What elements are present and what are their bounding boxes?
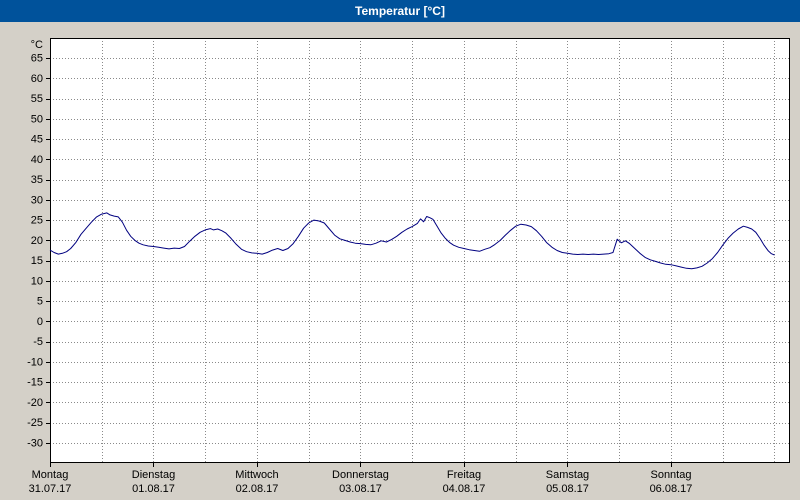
x-date-label: 05.08.17 bbox=[546, 483, 589, 495]
y-tick-label: 10 bbox=[31, 275, 43, 287]
y-tick-label: 45 bbox=[31, 134, 43, 146]
y-tick-label: 60 bbox=[31, 73, 43, 85]
y-tick-label: -30 bbox=[27, 437, 43, 449]
temperature-line bbox=[49, 212, 775, 270]
y-tick-label: 15 bbox=[31, 255, 43, 267]
x-date-label: 03.08.17 bbox=[339, 483, 382, 495]
x-date-label: 06.08.17 bbox=[650, 483, 693, 495]
x-day-label: Freitag bbox=[447, 469, 481, 481]
x-date-label: 31.07.17 bbox=[29, 483, 72, 495]
x-day-label: Dienstag bbox=[132, 469, 175, 481]
x-date-label: 02.08.17 bbox=[236, 483, 279, 495]
y-tick-label: -15 bbox=[27, 377, 43, 389]
y-tick-label: -10 bbox=[27, 356, 43, 368]
x-day-label: Mittwoch bbox=[235, 469, 278, 481]
y-axis-unit-label: °C bbox=[31, 39, 43, 51]
x-date-label: 01.08.17 bbox=[132, 483, 175, 495]
y-tick-label: 5 bbox=[37, 296, 43, 308]
x-day-label: Montag bbox=[32, 469, 69, 481]
y-tick-label: -20 bbox=[27, 397, 43, 409]
y-tick-label: 25 bbox=[31, 215, 43, 227]
y-tick-label: 50 bbox=[31, 113, 43, 125]
y-tick-label: 30 bbox=[31, 194, 43, 206]
x-day-label: Donnerstag bbox=[332, 469, 389, 481]
x-day-label: Sonntag bbox=[650, 469, 691, 481]
y-tick-label: 65 bbox=[31, 53, 43, 65]
window-titlebar[interactable]: Temperatur [°C] bbox=[0, 0, 800, 22]
y-tick-label: 55 bbox=[31, 93, 43, 105]
window-title: Temperatur [°C] bbox=[355, 4, 445, 18]
y-tick-label: 20 bbox=[31, 235, 43, 247]
y-tick-label: -25 bbox=[27, 417, 43, 429]
temperature-chart: 65605550454035302520151050-5-10-15-20-25… bbox=[27, 38, 790, 495]
y-tick-label: -5 bbox=[33, 336, 43, 348]
chart-container: 65 60 55 50 45 40 35 30 25 20 15 10 5 0 -5 -10 -15 -20 -25… bbox=[0, 22, 800, 500]
y-tick-label: 0 bbox=[37, 316, 43, 328]
plot-area bbox=[50, 38, 790, 463]
y-tick-label: 40 bbox=[31, 154, 43, 166]
y-tick-label: 35 bbox=[31, 174, 43, 186]
x-day-label: Samstag bbox=[546, 469, 589, 481]
x-date-label: 04.08.17 bbox=[443, 483, 486, 495]
